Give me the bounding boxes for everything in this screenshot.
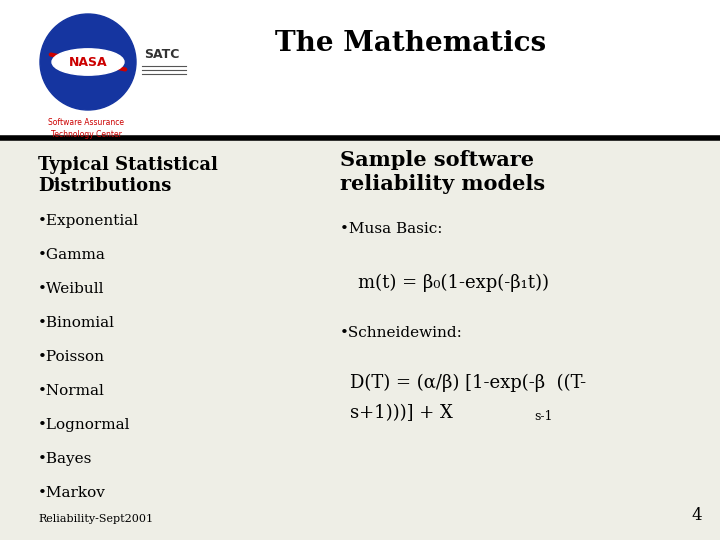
FancyBboxPatch shape bbox=[0, 0, 720, 138]
Text: NASA: NASA bbox=[68, 56, 107, 69]
FancyArrowPatch shape bbox=[50, 55, 125, 70]
Text: The Mathematics: The Mathematics bbox=[275, 30, 546, 57]
Text: •Bayes: •Bayes bbox=[38, 451, 92, 465]
Text: •Normal: •Normal bbox=[38, 384, 105, 397]
Text: SATC: SATC bbox=[144, 48, 179, 60]
Text: Sample software
reliability models: Sample software reliability models bbox=[340, 150, 545, 194]
Text: •Poisson: •Poisson bbox=[38, 350, 105, 364]
Text: s-1: s-1 bbox=[534, 410, 552, 423]
Text: •Markov: •Markov bbox=[38, 485, 106, 500]
Text: •Lognormal: •Lognormal bbox=[38, 418, 130, 431]
Text: D(T) = (α/β) [1-exp(-β  ((T-: D(T) = (α/β) [1-exp(-β ((T- bbox=[350, 374, 586, 392]
Text: Software Assurance
Technology Center: Software Assurance Technology Center bbox=[48, 118, 124, 139]
Circle shape bbox=[40, 14, 136, 110]
Text: s+1)))] + X: s+1)))] + X bbox=[350, 404, 453, 422]
Text: 4: 4 bbox=[691, 507, 702, 524]
Text: •Exponential: •Exponential bbox=[38, 214, 139, 228]
Text: Reliability-Sept2001: Reliability-Sept2001 bbox=[38, 514, 153, 524]
Text: •Binomial: •Binomial bbox=[38, 316, 115, 330]
Text: m(t) = β₀(1-exp(-β₁t)): m(t) = β₀(1-exp(-β₁t)) bbox=[358, 274, 549, 292]
Text: •Musa Basic:: •Musa Basic: bbox=[340, 222, 443, 235]
Text: •Schneidewind:: •Schneidewind: bbox=[340, 326, 463, 340]
Ellipse shape bbox=[52, 49, 124, 75]
Text: •Weibull: •Weibull bbox=[38, 282, 104, 296]
Text: •Gamma: •Gamma bbox=[38, 248, 106, 262]
Text: Typical Statistical
Distributions: Typical Statistical Distributions bbox=[38, 156, 218, 195]
